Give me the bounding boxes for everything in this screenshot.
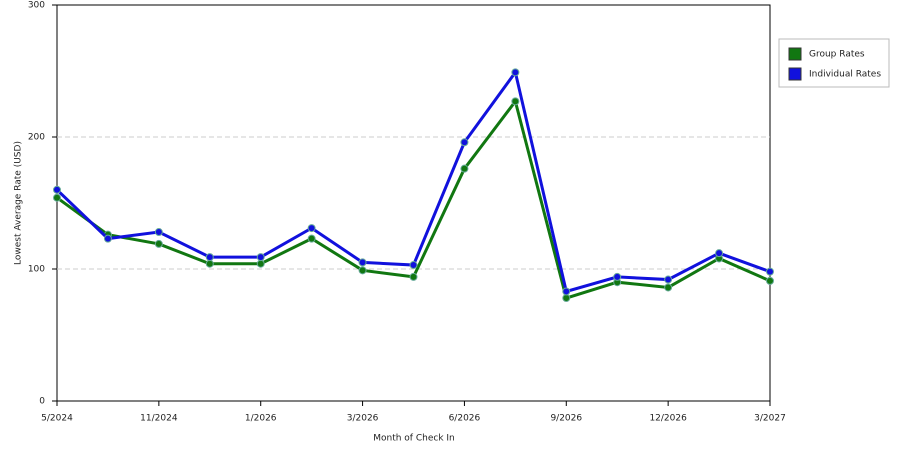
y-tick-label: 200 [28,133,45,143]
point [664,275,673,284]
point [307,234,316,243]
point [664,283,673,292]
point [53,193,61,202]
point [613,272,622,281]
point [358,266,367,275]
point [715,249,724,258]
point [154,228,163,237]
x-tick-label: 5/2024 [41,414,73,424]
point [256,253,265,262]
x-axis-label: Month of Check In [373,434,455,444]
point [511,97,520,106]
point [766,267,774,276]
point [511,68,520,77]
point [409,261,418,270]
legend-label: Individual Rates [809,70,881,80]
point [460,164,469,173]
y-axis-label: Lowest Average Rate (USD) [14,141,24,265]
point [205,253,214,262]
point [766,276,774,285]
point [103,234,112,243]
point [256,259,265,268]
legend-label: Group Rates [809,50,865,60]
x-tick-label: 3/2027 [754,414,786,424]
x-tick-label: 11/2024 [140,414,178,424]
plot-frame [56,4,771,402]
legend-swatch [788,47,802,61]
point [409,272,418,281]
y-tick-label: 100 [28,265,45,275]
point [460,138,469,147]
x-tick-label: 12/2026 [649,414,687,424]
x-tick-label: 1/2026 [245,414,277,424]
point [53,185,61,194]
x-tick-label: 9/2026 [550,414,582,424]
y-tick-label: 0 [39,397,45,407]
y-tick-label: 300 [28,1,45,11]
point [307,224,316,233]
point [562,287,571,296]
point [154,239,163,248]
x-tick-label: 3/2026 [347,414,379,424]
point [358,258,367,267]
point [205,259,214,268]
point [562,294,571,303]
legend-swatch [788,67,802,81]
x-tick-label: 6/2026 [449,414,481,424]
